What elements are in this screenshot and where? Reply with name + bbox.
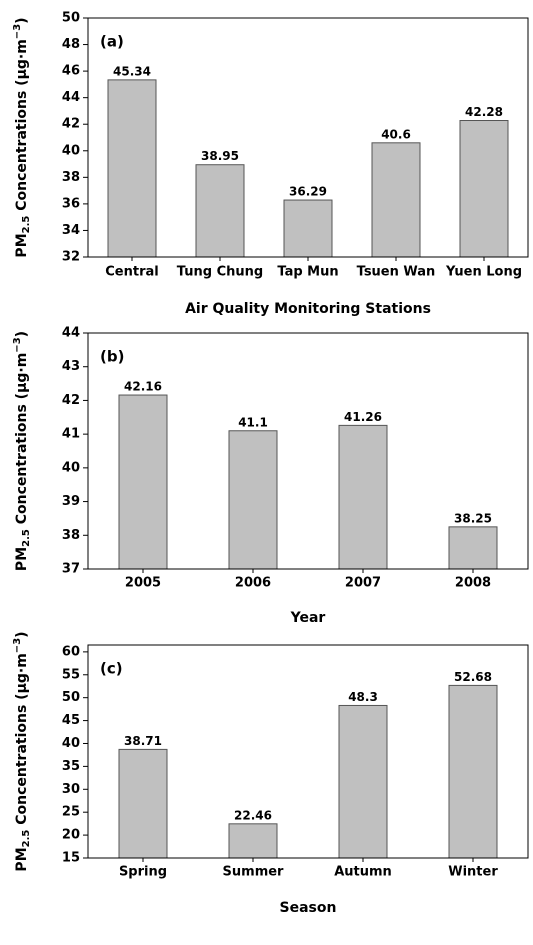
y-axis-title: PM2.5 Concentrations (μg·m−3) bbox=[12, 331, 32, 571]
y-tick-label: 60 bbox=[62, 644, 80, 659]
plot-frame bbox=[87, 332, 529, 570]
bar bbox=[371, 142, 421, 258]
y-tick-label: 20 bbox=[62, 828, 80, 843]
value-label: 45.34 bbox=[113, 64, 151, 78]
y-axis-title-part: 2.5 bbox=[21, 830, 32, 848]
y-tick-label: 34 bbox=[62, 223, 80, 238]
x-tick-label: Tsuen Wan bbox=[357, 265, 436, 280]
bar bbox=[459, 120, 509, 258]
value-label: 41.26 bbox=[344, 410, 382, 424]
bar bbox=[118, 394, 168, 570]
x-tick-label: 2006 bbox=[235, 576, 271, 591]
x-tick-label: Central bbox=[105, 265, 158, 280]
panel-label: (a) bbox=[100, 33, 124, 51]
y-tick-label: 25 bbox=[62, 805, 80, 820]
x-tick-label: Winter bbox=[448, 865, 498, 880]
value-label: 52.68 bbox=[454, 670, 492, 684]
bar bbox=[195, 164, 245, 258]
x-tick-label: 2007 bbox=[345, 576, 381, 591]
y-tick-label: 38 bbox=[62, 170, 80, 185]
y-axis-title-part: −3 bbox=[12, 638, 23, 653]
y-tick-label: 35 bbox=[62, 759, 80, 774]
y-tick-label: 50 bbox=[62, 690, 80, 705]
y-axis-title-part: 2.5 bbox=[21, 216, 32, 234]
value-label: 48.3 bbox=[348, 690, 378, 704]
x-tick-label: 2008 bbox=[455, 576, 491, 591]
y-axis-title-part: PM bbox=[14, 547, 30, 571]
value-label: 38.71 bbox=[124, 734, 162, 748]
y-tick-label: 40 bbox=[62, 460, 80, 475]
x-tick-label: Tap Mun bbox=[277, 265, 338, 280]
x-axis-title: Season bbox=[280, 900, 337, 916]
y-tick-label: 40 bbox=[62, 143, 80, 158]
x-tick-label: Yuen Long bbox=[445, 265, 522, 280]
y-tick-label: 40 bbox=[62, 736, 80, 751]
y-tick-label: 46 bbox=[62, 64, 80, 79]
y-tick-label: 50 bbox=[62, 11, 80, 26]
value-label: 42.16 bbox=[124, 380, 162, 394]
y-tick-label: 43 bbox=[62, 359, 80, 374]
value-label: 22.46 bbox=[234, 808, 272, 822]
y-tick-label: 37 bbox=[62, 562, 80, 577]
y-tick-label: 38 bbox=[62, 528, 80, 543]
y-tick-label: 32 bbox=[62, 250, 80, 265]
y-axis-title-part: Concentrations (μg·m bbox=[14, 353, 30, 529]
panel-label: (b) bbox=[100, 348, 124, 366]
y-tick-label: 45 bbox=[62, 713, 80, 728]
plot-frame bbox=[87, 644, 529, 859]
bar bbox=[107, 79, 157, 258]
y-tick-label: 15 bbox=[62, 851, 80, 866]
x-tick-label: Summer bbox=[223, 865, 285, 880]
bar bbox=[228, 823, 278, 859]
bar bbox=[118, 748, 168, 859]
value-label: 42.28 bbox=[465, 105, 503, 119]
x-tick-label: Spring bbox=[119, 865, 167, 880]
bar bbox=[338, 424, 388, 570]
x-tick-label: 2005 bbox=[125, 576, 161, 591]
x-axis-title: Year bbox=[290, 610, 326, 626]
bar bbox=[448, 684, 498, 859]
y-tick-label: 48 bbox=[62, 37, 80, 52]
y-axis-title-part: ) bbox=[14, 331, 30, 337]
bar bbox=[448, 526, 498, 570]
value-label: 36.29 bbox=[289, 185, 327, 199]
y-tick-label: 30 bbox=[62, 782, 80, 797]
value-label: 41.1 bbox=[238, 415, 268, 429]
bar bbox=[228, 430, 278, 570]
y-axis-title: PM2.5 Concentrations (μg·m−3) bbox=[12, 631, 32, 871]
value-label: 38.25 bbox=[454, 511, 492, 525]
y-axis-title: PM2.5 Concentrations (μg·m−3) bbox=[12, 17, 32, 257]
y-axis-title-part: ) bbox=[14, 17, 30, 23]
y-tick-label: 44 bbox=[62, 90, 80, 105]
y-axis-title-part: ) bbox=[14, 631, 30, 637]
x-tick-label: Tung Chung bbox=[177, 265, 263, 280]
y-axis-title-part: 2.5 bbox=[21, 529, 32, 547]
plot-frame bbox=[87, 17, 529, 258]
y-axis-title-part: −3 bbox=[12, 24, 23, 39]
x-axis-title: Air Quality Monitoring Stations bbox=[185, 301, 431, 317]
value-label: 38.95 bbox=[201, 149, 239, 163]
y-tick-label: 42 bbox=[62, 393, 80, 408]
y-axis-title-part: PM bbox=[14, 847, 30, 871]
y-tick-label: 39 bbox=[62, 494, 80, 509]
bar bbox=[283, 199, 333, 258]
bar bbox=[338, 704, 388, 859]
x-tick-label: Autumn bbox=[334, 865, 392, 880]
y-tick-label: 41 bbox=[62, 427, 80, 442]
value-label: 40.6 bbox=[381, 127, 411, 141]
y-tick-label: 44 bbox=[62, 326, 80, 341]
y-tick-label: 36 bbox=[62, 196, 80, 211]
y-axis-title-part: PM bbox=[14, 233, 30, 257]
y-axis-title-part: −3 bbox=[12, 337, 23, 352]
y-tick-label: 55 bbox=[62, 667, 80, 682]
y-axis-title-part: Concentrations (μg·m bbox=[14, 39, 30, 215]
y-axis-title-part: Concentrations (μg·m bbox=[14, 653, 30, 829]
y-tick-label: 42 bbox=[62, 117, 80, 132]
panel-label: (c) bbox=[100, 660, 123, 678]
